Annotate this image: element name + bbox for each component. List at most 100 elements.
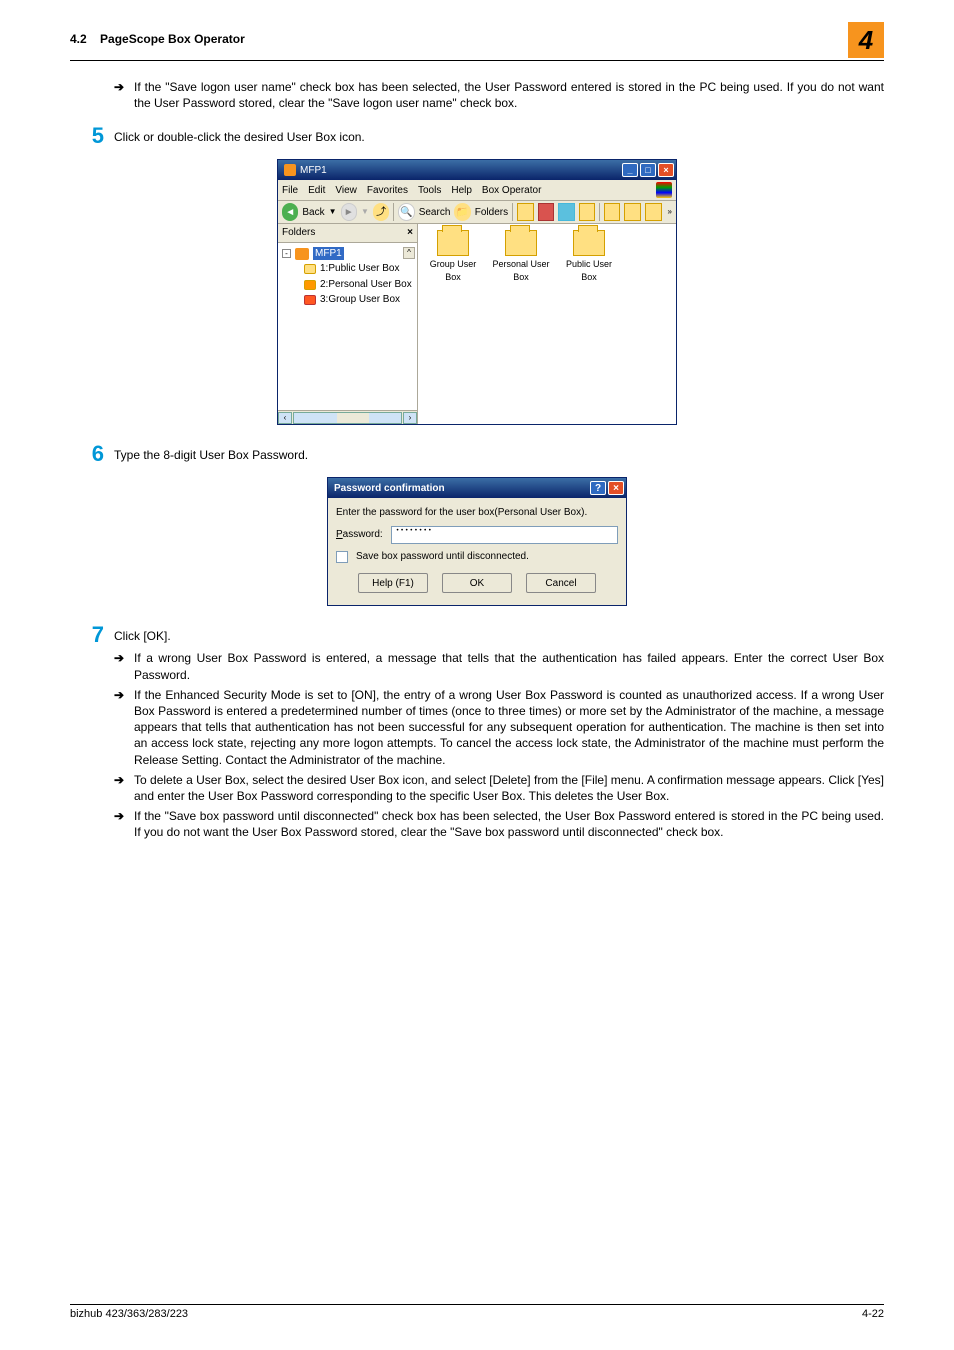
arrow-icon: ➔ — [114, 79, 134, 95]
user-box-icon[interactable]: Public User Box — [560, 230, 618, 282]
group-box-icon — [304, 295, 316, 305]
toolbar-separator — [599, 203, 600, 221]
save-password-checkbox[interactable] — [336, 551, 348, 563]
up-button[interactable]: ⤴ — [373, 203, 389, 221]
scroll-up-button[interactable]: ^ — [403, 247, 415, 259]
chapter-number: 4 — [859, 25, 873, 56]
close-button[interactable]: × — [608, 481, 624, 495]
back-label[interactable]: Back — [302, 206, 324, 220]
step-text-7: Click [OK]. — [114, 624, 884, 644]
toolbar-button[interactable] — [538, 203, 555, 221]
root-folder-icon — [295, 248, 309, 260]
content-pane: Group User Box Personal User Box Public … — [418, 224, 676, 424]
box-label-1: Group User — [424, 258, 482, 270]
box-label-1: Public User — [560, 258, 618, 270]
menu-file[interactable]: File — [282, 184, 298, 198]
section-title: PageScope Box Operator — [100, 32, 245, 46]
note-text: If the "Save box password until disconne… — [134, 808, 884, 840]
dialog-titlebar: Password confirmation ? × — [328, 478, 626, 498]
app-icon — [284, 164, 296, 176]
menu-tools[interactable]: Tools — [418, 184, 441, 198]
step-text-5: Click or double-click the desired User B… — [114, 125, 884, 145]
minimize-button[interactable]: _ — [622, 163, 638, 177]
public-box-icon — [304, 264, 316, 274]
box-label-1: Personal User — [492, 258, 550, 270]
personal-box-icon — [304, 280, 316, 290]
intro-note: If the "Save logon user name" check box … — [134, 79, 884, 111]
folders-label[interactable]: Folders — [475, 206, 508, 220]
section-heading: 4.2 PageScope Box Operator — [70, 32, 245, 46]
windows-logo-icon — [656, 182, 672, 198]
page-footer: bizhub 423/363/283/223 4-22 — [70, 1304, 884, 1320]
arrow-icon: ➔ — [114, 687, 134, 703]
search-label[interactable]: Search — [419, 206, 451, 220]
toolbar-button[interactable] — [517, 203, 534, 221]
password-input[interactable]: •••••••• — [391, 526, 618, 544]
folder-tree: ^ - MFP1 1:Public User Box — [278, 243, 417, 411]
window-titlebar: MFP1 _ □ × — [278, 160, 676, 180]
note-text: If a wrong User Box Password is entered,… — [134, 650, 884, 682]
maximize-button[interactable]: □ — [640, 163, 656, 177]
step-number-7: 7 — [70, 624, 114, 646]
toolbar-button[interactable] — [579, 203, 596, 221]
dialog-title: Password confirmation — [334, 482, 445, 496]
close-pane-button[interactable]: × — [407, 226, 413, 240]
menu-edit[interactable]: Edit — [308, 184, 325, 198]
back-dropdown-icon[interactable]: ▼ — [329, 207, 337, 218]
tree-item-label: 1:Public User Box — [320, 262, 399, 276]
user-box-icon[interactable]: Personal User Box — [492, 230, 550, 282]
step-number-5: 5 — [70, 125, 114, 147]
toolbar-button[interactable] — [604, 203, 621, 221]
scroll-right-button[interactable]: › — [403, 412, 417, 424]
help-f1-button[interactable]: Help (F1) — [358, 573, 428, 593]
ok-button[interactable]: OK — [442, 573, 512, 593]
tree-item[interactable]: 3:Group User Box — [304, 293, 413, 307]
folders-pane: Folders × ^ - MFP1 — [278, 224, 418, 424]
folder-icon — [437, 230, 469, 256]
back-button[interactable]: ◄ — [282, 203, 298, 221]
password-label: Password: — [336, 528, 383, 542]
box-label-2: Box — [492, 271, 550, 283]
note-text: If the Enhanced Security Mode is set to … — [134, 687, 884, 768]
tree-collapse-icon[interactable]: - — [282, 249, 291, 258]
horizontal-scrollbar[interactable]: ‹ › — [278, 410, 417, 424]
tree-item[interactable]: 1:Public User Box — [304, 262, 413, 276]
tree-root-selected[interactable]: MFP1 — [313, 247, 344, 261]
save-password-label: Save box password until disconnected. — [356, 550, 529, 564]
toolbar-button[interactable] — [645, 203, 662, 221]
toolbar: ◄ Back ▼ ► ▼ ⤴ 🔍 Search 📁 Folders — [278, 201, 676, 224]
arrow-icon: ➔ — [114, 650, 134, 666]
folders-icon[interactable]: 📁 — [454, 203, 470, 221]
scroll-left-button[interactable]: ‹ — [278, 412, 292, 424]
box-label-2: Box — [560, 271, 618, 283]
tree-item[interactable]: 2:Personal User Box — [304, 278, 413, 292]
folder-icon — [573, 230, 605, 256]
menu-help[interactable]: Help — [451, 184, 472, 198]
window-title: MFP1 — [300, 164, 327, 178]
menu-favorites[interactable]: Favorites — [367, 184, 408, 198]
scroll-track[interactable] — [293, 412, 402, 424]
arrow-icon: ➔ — [114, 808, 134, 824]
scroll-thumb[interactable] — [337, 413, 369, 423]
toolbar-separator — [512, 203, 513, 221]
toolbar-button[interactable] — [624, 203, 641, 221]
help-button[interactable]: ? — [590, 481, 606, 495]
folder-icon — [505, 230, 537, 256]
menu-view[interactable]: View — [335, 184, 357, 198]
box-label-2: Box — [424, 271, 482, 283]
forward-button[interactable]: ► — [341, 203, 358, 221]
page-header: 4.2 PageScope Box Operator 4 — [70, 32, 884, 61]
search-icon[interactable]: 🔍 — [398, 203, 415, 221]
toolbar-button[interactable] — [558, 203, 575, 221]
password-dialog: Password confirmation ? × Enter the pass… — [327, 477, 627, 606]
dialog-prompt: Enter the password for the user box(Pers… — [336, 506, 618, 520]
close-button[interactable]: × — [658, 163, 674, 177]
step-text-6: Type the 8-digit User Box Password. — [114, 443, 884, 463]
toolbar-overflow-icon[interactable]: » — [668, 207, 672, 218]
tree-item-label: 2:Personal User Box — [320, 278, 412, 292]
menubar: File Edit View Favorites Tools Help Box … — [278, 180, 676, 201]
cancel-button[interactable]: Cancel — [526, 573, 596, 593]
user-box-icon[interactable]: Group User Box — [424, 230, 482, 282]
toolbar-separator — [393, 203, 394, 221]
menu-box-operator[interactable]: Box Operator — [482, 184, 541, 198]
